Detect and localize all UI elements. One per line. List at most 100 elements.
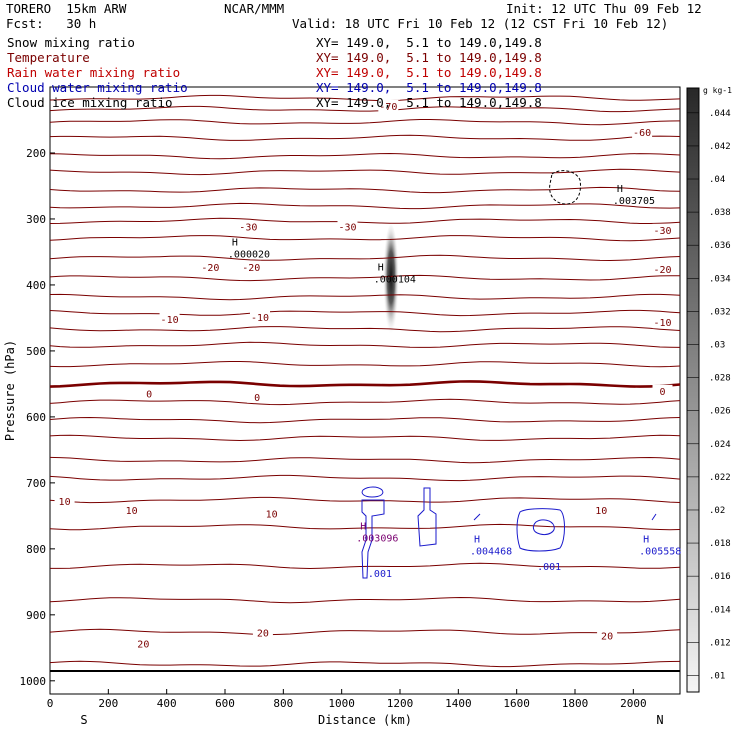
temperature-contour (49, 596, 681, 604)
temperature-label-bg (159, 312, 180, 325)
colorbar-label: .038 (709, 208, 731, 218)
temperature-label: 10 (126, 506, 138, 517)
x-tick-label: 800 (273, 697, 293, 710)
temperature-contour (49, 293, 681, 301)
temperature-label: 20 (257, 628, 269, 639)
temperature-label: -30 (653, 226, 671, 237)
colorbar-label: .032 (709, 307, 731, 317)
y-tick-label: 900 (26, 609, 46, 622)
temperature-label-bg (652, 223, 673, 236)
field-cloud-water-xy: XY= 149.0, 5.1 to 149.0,149.8 (316, 80, 542, 95)
colorbar: .01 .012 .014 .016 .018 .02 .022 .024 .026 .028 .0… (686, 86, 732, 693)
cloud-water-contour (361, 486, 384, 498)
x-tick-label: 600 (215, 697, 235, 710)
x-tick-label: 0 (47, 697, 54, 710)
temperature-label: -10 (653, 318, 671, 329)
colorbar-label: .01 (709, 671, 725, 681)
temperature-label-bg (652, 262, 673, 275)
temperature-contour (49, 152, 681, 160)
maximum-letter: H (378, 263, 384, 274)
colorbar-label: .036 (709, 241, 731, 251)
temperature-label: 20 (137, 640, 149, 651)
field-snow-xy: XY= 149.0, 5.1 to 149.0,149.8 (316, 35, 542, 50)
temperature-label-bg (139, 387, 160, 400)
temperature-contour (49, 202, 681, 210)
cloud-water-contour (532, 519, 555, 535)
temperature-contour (49, 341, 681, 348)
cloud-water-contour (361, 499, 385, 579)
temperature-label: -30 (239, 223, 257, 234)
temperature-label: -60 (633, 128, 651, 139)
y-tick-label: 800 (26, 543, 46, 556)
temperature-label: -10 (161, 315, 179, 326)
colorbar-label: .026 (709, 407, 731, 417)
temperature-label-bg (241, 260, 262, 273)
temperature-contour (49, 398, 681, 406)
temperature-label: -20 (242, 263, 260, 274)
temperature-label-bg (121, 504, 142, 517)
contour-label: .001 (368, 569, 392, 580)
x-axis-left-end-label: S (80, 713, 87, 727)
temperature-label: -30 (338, 223, 356, 234)
temperature-label-bg (337, 220, 358, 233)
field-snow-name: Snow mixing ratio (7, 35, 135, 50)
temperature-contour (49, 217, 681, 224)
maximum-value: .004468 (470, 547, 512, 558)
field-rain-name: Rain water mixing ratio (7, 65, 181, 80)
plot-labels: -70 -60 -30 -30 -30 -20 -20 -20 -10 -10 -10 0 0 0 10 10… (54, 99, 681, 651)
maximum-value: .003096 (356, 533, 398, 544)
temperature-label: 20 (601, 632, 613, 643)
temperature-contour (49, 456, 681, 464)
temperature-label: 10 (266, 510, 278, 521)
temperature-contour (49, 254, 681, 262)
temperature-label-bg (652, 384, 673, 397)
cloud-water-contour (417, 487, 437, 547)
x-tick-label: 200 (98, 697, 118, 710)
field-temperature-xy: XY= 149.0, 5.1 to 149.0,149.8 (316, 50, 542, 65)
colorbar-label: .012 (709, 638, 731, 648)
temperature-label-bg (378, 99, 399, 112)
temperature-contour (49, 186, 681, 194)
temperature-contour (49, 416, 681, 424)
temperature-label-bg (238, 220, 259, 233)
field-cloud-water-name: Cloud water mixing ratio (7, 80, 188, 95)
x-tick-label: 1200 (387, 697, 414, 710)
colorbar-label: .022 (709, 473, 731, 483)
temperature-contour (49, 523, 681, 531)
field-rain-xy: XY= 149.0, 5.1 to 149.0,149.8 (316, 65, 542, 80)
field-temperature-name: Temperature (7, 50, 90, 65)
axes: 0 200 400 600 800 1000 1200 1400 1600 1800 2000200… (3, 147, 664, 727)
temperature-label-bg (250, 310, 270, 323)
x-tick-label: 2000 (620, 697, 647, 710)
colorbar-label: .024 (709, 440, 731, 450)
temperature-contour (49, 274, 681, 282)
temperature-label-bg (652, 316, 673, 329)
cloud-water-contour (473, 513, 657, 521)
init-time: Init: 12 UTC Thu 09 Feb 12 (506, 1, 702, 16)
temperature-contours (49, 94, 681, 668)
maximum-value: .000104 (374, 275, 416, 286)
temperature-contour (49, 660, 681, 668)
colorbar-label: .028 (709, 374, 731, 384)
y-tick-label: 500 (26, 345, 46, 358)
x-tick-label: 400 (157, 697, 177, 710)
temperature-contour (49, 326, 681, 333)
x-axis-right-end-label: N (656, 713, 663, 727)
cloud-ice-contour (549, 170, 581, 205)
colorbar-label: .04 (709, 175, 725, 185)
temperature-contour (49, 119, 681, 126)
temperature-label-bg (591, 504, 612, 517)
maximum-value: .003705 (613, 196, 655, 207)
temperature-contour (49, 380, 681, 388)
organization: NCAR/MMM (224, 1, 285, 16)
cloud-water-contour (516, 508, 565, 552)
colorbar-label: .044 (709, 109, 731, 119)
temperature-contour (49, 168, 681, 176)
temperature-contour (49, 628, 681, 636)
temperature-label-bg (261, 507, 282, 520)
temperature-contour (49, 235, 681, 242)
y-tick-label: 1000 (20, 675, 47, 688)
colorbar-label: .03 (709, 340, 725, 350)
temperature-label-bg (597, 629, 618, 642)
